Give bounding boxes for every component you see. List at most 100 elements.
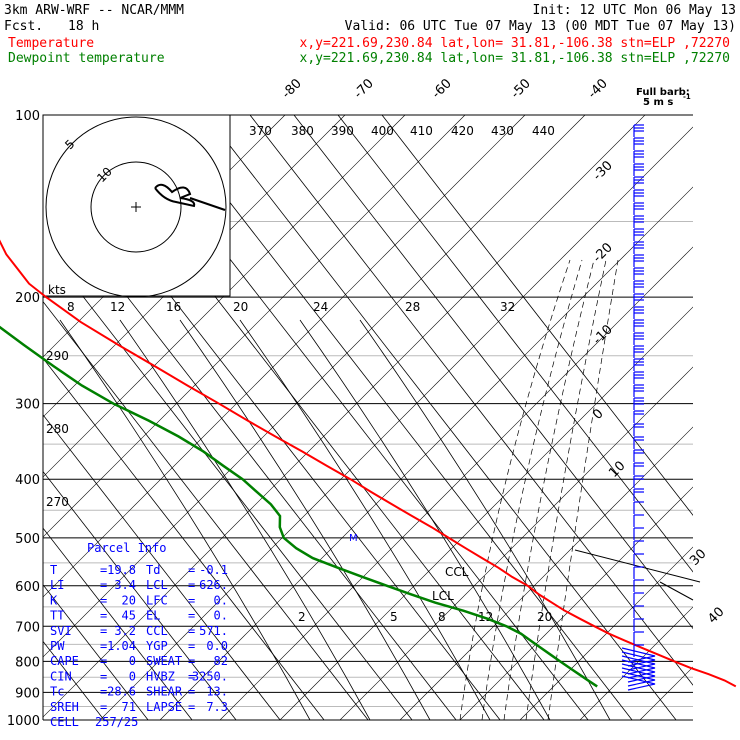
isotherm-line [43,584,149,720]
parcel-value: 7.3 [206,700,228,714]
parcel-key: PW [50,639,65,653]
temperature-legend-info: x,y=221.69,230.84 lat,lon= 31.81,-106.38… [300,36,730,51]
theta-e-label: 290 [46,349,69,363]
parcel-value: 28.6 [107,685,136,699]
hodograph-units: kts [48,283,66,297]
init-time: Init: 12 UTC Mon 06 May 13 [533,3,737,18]
hodograph-speed-label: 28 [405,300,420,314]
dry-adiabat-line [279,306,693,720]
parcel-eq: = [188,609,195,623]
ccl-annotation: CCL [445,565,469,579]
parcel-key: EL [146,609,160,623]
parcel-eq: = [100,593,107,607]
parcel-value: 0. [214,609,228,623]
isotherm-label: 0 [590,406,606,422]
parcel-cell-value: 257/25 [95,715,138,729]
dry-adiabat-line [700,110,740,720]
pressure-tick-label: 700 [15,620,40,635]
theta-e-curve [59,319,311,720]
temperature-legend-label: Temperature [8,36,94,51]
moist-adiabat-line [503,259,595,720]
theta-e-curve [179,319,431,720]
isotherm-line [381,115,693,516]
wind-barb-cluster [621,675,656,691]
dry-adiabat-line [639,666,693,720]
parcel-value: 1.04 [107,639,136,653]
isotherm-label: 30 [687,547,709,569]
isotherm-label: -60 [429,76,455,102]
moist-adiabat-line [459,259,571,720]
pressure-tick-label: 900 [15,686,40,701]
theta-labels: 370 380 390 400 410 420 430 440 [249,124,555,138]
dry-adiabat-line [43,115,526,598]
barb-legend-title: Full barb: [636,87,690,98]
parcel-info-title: Parcel Info [87,541,166,555]
pressure-tick-label: 200 [15,291,40,306]
parcel-eq: = [100,639,107,653]
theta-e-curve [119,319,371,720]
dry-adiabat-line [519,546,693,720]
parcel-cell-label: CELL [50,715,79,729]
hodograph [42,114,231,298]
parcel-key: Td [146,563,160,577]
theta-e-curve [299,319,551,720]
isotherm-label: -40 [585,76,611,102]
dry-adiabat-line [43,115,346,418]
isotherm-line [43,414,281,720]
model-title: 3km ARW-WRF -- NCAR/MMM [4,3,184,18]
mixing-ratio-label: 5 [390,610,398,624]
parcel-eq: = [188,685,195,699]
barb-legend-value: 5 m s [643,97,673,108]
parcel-value: 0. [214,593,228,607]
parcel-eq: = [100,563,107,577]
mixing-ratio-label: 8 [438,610,446,624]
parcel-value: 20 [122,593,136,607]
parcel-key: LAPSE [146,700,182,714]
pressure-tick-label: 600 [15,580,40,595]
theta-label: 420 [451,124,474,138]
isotherm-labels: -80 -70 -60 -50 -40 -30 -20 -10 0 10 30 … [279,76,727,627]
isotherm-label: -20 [590,240,616,266]
parcel-key: SHEAR [146,685,183,699]
parcel-key: LI [50,578,64,592]
isotherm-line [293,115,693,630]
parcel-key: CAPE [50,654,79,668]
parcel-key: LFC [146,593,168,607]
parcel-eq: = [100,609,107,623]
parcel-value: 3.4 [114,578,136,592]
parcel-key: SREH [50,700,79,714]
parcel-value: 3.2 [114,624,136,638]
parcel-value: 45 [122,609,136,623]
marker-annotation: M [349,533,358,544]
parcel-eq: = [188,624,195,638]
pressure-tick-label: 1000 [7,714,40,729]
pressure-tick-label: 400 [15,473,40,488]
isotherm-line [205,115,677,720]
isotherm-label: -70 [351,76,377,102]
dry-adiabat-line [43,115,406,478]
dry-adiabat-line [219,246,693,720]
wind-barb-cluster [621,671,656,687]
moist-adiabat-line [525,259,607,720]
dewpoint-legend-info: x,y=221.69,230.84 lat,lon= 31.81,-106.38… [300,51,730,66]
parcel-key: K [50,593,58,607]
isotherm-label: -30 [590,158,616,184]
parcel-value: 626. [199,578,228,592]
theta-label: 410 [410,124,433,138]
isotherm-tail [659,581,694,601]
dewpoint-legend-label: Dewpoint temperature [8,51,165,66]
parcel-value: 82 [214,654,228,668]
parcel-eq: = [100,578,107,592]
parcel-eq: = [100,669,107,683]
parcel-info-panel: Parcel Info T = 19.8 Td = -0.1LI = 3.4 LCL = 626.K… [50,541,228,729]
hodograph-ring [90,161,182,253]
parcel-key: CIN [50,669,72,683]
lcl-annotation: LCL [432,589,454,603]
forecast-hour: 18 h [68,19,99,34]
parcel-value: 71 [122,700,136,714]
parcel-value: 0 [129,654,136,668]
parcel-value: 13. [206,685,228,699]
isotherm-label: 40 [705,605,727,627]
dry-adiabat-line [43,115,586,658]
